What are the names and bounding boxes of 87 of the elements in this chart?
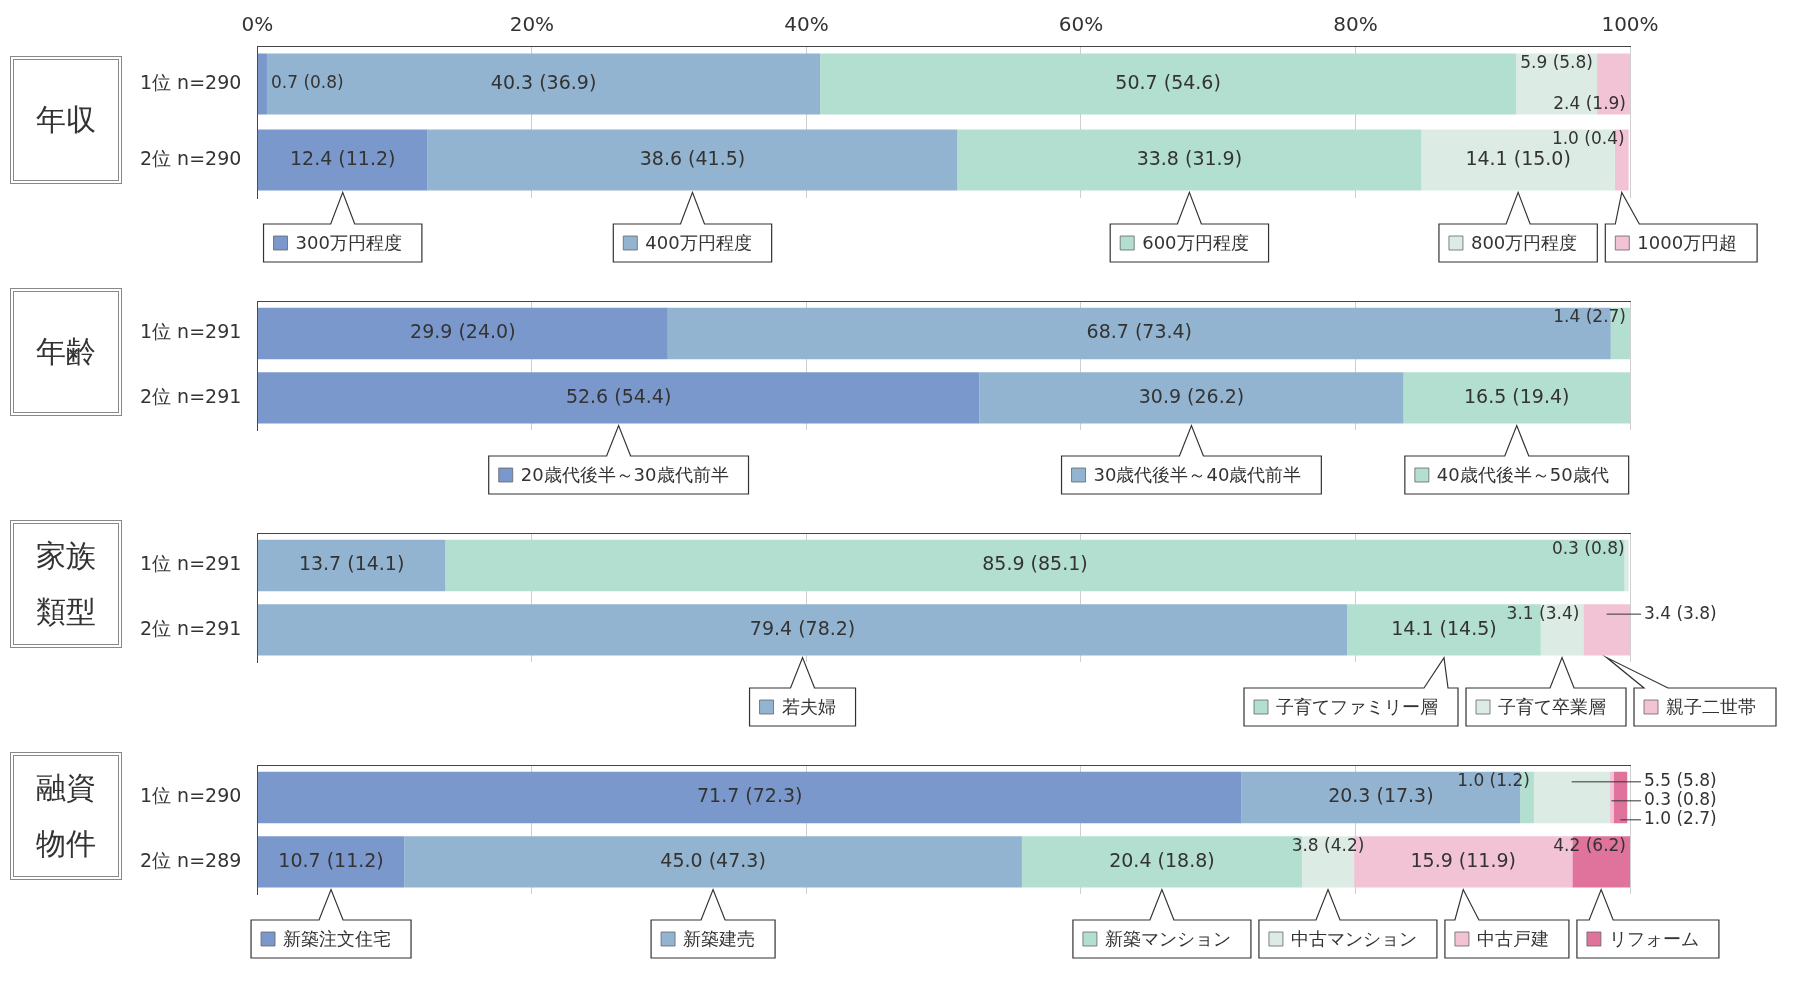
y-tick-label: 2位 n=291 xyxy=(140,616,242,639)
legend-label: 親子二世帯 xyxy=(1666,695,1756,717)
y-tick-label: 2位 n=290 xyxy=(140,146,242,169)
data-label: 14.1 (15.0) xyxy=(1465,146,1571,169)
data-label: 1.0 (0.4) xyxy=(1551,128,1625,149)
data-label: 29.9 (24.0) xyxy=(410,320,516,343)
data-label: 3.8 (4.2) xyxy=(1291,834,1365,855)
legend-label: 子育てファミリー層 xyxy=(1276,695,1438,717)
data-label: 16.5 (19.4) xyxy=(1464,384,1570,407)
data-label: 0.7 (0.8) xyxy=(270,72,344,93)
legend-label: 新築マンション xyxy=(1104,927,1231,949)
legend-label: 20歳代後半～30歳代前半 xyxy=(520,463,729,485)
bar xyxy=(820,53,1517,115)
bar xyxy=(257,307,668,360)
text: 年齢 xyxy=(10,288,122,416)
legend-label: 若夫婦 xyxy=(781,695,836,717)
bar xyxy=(257,539,446,592)
y-tick-label: 2位 n=289 xyxy=(140,848,242,871)
legend-label: 1000万円超 xyxy=(1637,231,1738,253)
x-tick-label: 60% xyxy=(1058,12,1104,37)
text: 融資物件 xyxy=(10,752,122,880)
bar xyxy=(427,129,958,191)
legend-label: 子育て卒業層 xyxy=(1498,695,1606,717)
data-label: 33.8 (31.9) xyxy=(1136,146,1243,169)
data-label: 5.5 (5.8) xyxy=(1644,770,1717,791)
data-label: 3.1 (3.4) xyxy=(1506,602,1580,623)
data-label: 50.7 (54.6) xyxy=(1115,70,1221,93)
bar xyxy=(445,539,1625,592)
data-label: 30.9 (26.2) xyxy=(1138,384,1245,407)
data-label: 20.4 (18.8) xyxy=(1109,848,1215,871)
bar xyxy=(266,53,821,115)
text: 年収 xyxy=(10,56,122,184)
data-label: 15.9 (11.9) xyxy=(1410,848,1516,871)
x-tick-label: 0% xyxy=(241,12,274,37)
legend-label: 300万円程度 xyxy=(295,231,402,253)
legend-label: リフォーム xyxy=(1608,927,1699,949)
data-label: 79.4 (78.2) xyxy=(749,616,856,639)
data-label: 52.6 (54.4) xyxy=(565,384,672,407)
legend-label: 新築注文住宅 xyxy=(283,927,392,949)
data-label: 38.6 (41.5) xyxy=(639,146,746,169)
data-label: 1.4 (2.7) xyxy=(1553,306,1627,327)
legend-label: 中古マンション xyxy=(1290,927,1417,949)
bar xyxy=(1624,539,1629,592)
x-tick-label: 20% xyxy=(509,12,555,37)
text: 家族類型 xyxy=(10,520,122,648)
data-label: 3.4 (3.8) xyxy=(1644,602,1717,623)
data-label: 10.7 (11.2) xyxy=(278,848,384,871)
y-tick-label: 1位 n=291 xyxy=(140,320,242,343)
data-label: 1.0 (1.2) xyxy=(1457,770,1530,791)
y-tick-label: 1位 n=290 xyxy=(140,70,242,93)
bar xyxy=(257,604,1348,656)
data-label: 0.3 (0.8) xyxy=(1644,789,1717,810)
data-label: 20.3 (17.3) xyxy=(1328,784,1434,807)
data-label: 5.9 (5.8) xyxy=(1520,52,1593,73)
legend-label: 中古戸建 xyxy=(1476,927,1549,949)
data-label: 40.3 (36.9) xyxy=(490,70,597,93)
bar xyxy=(257,372,980,424)
bar xyxy=(257,53,267,115)
x-tick-label: 40% xyxy=(784,12,829,37)
legend-label: 新築建売 xyxy=(683,927,756,949)
legend-label: 600万円程度 xyxy=(1142,231,1249,253)
data-label: 1.0 (2.7) xyxy=(1644,808,1717,829)
data-label: 14.1 (14.5) xyxy=(1391,616,1497,639)
data-label: 85.9 (85.1) xyxy=(982,552,1088,575)
y-tick-label: 2位 n=291 xyxy=(140,384,242,407)
legend-label: 30歳代後半～40歳代前半 xyxy=(1093,463,1302,485)
data-label: 13.7 (14.1) xyxy=(298,552,405,575)
y-tick-label: 1位 n=290 xyxy=(140,784,242,807)
data-label: 12.4 (11.2) xyxy=(289,146,396,169)
data-label: 4.2 (6.2) xyxy=(1553,834,1627,855)
x-tick-label: 100% xyxy=(1601,12,1659,37)
bar xyxy=(1533,771,1610,824)
x-tick-label: 80% xyxy=(1333,12,1378,37)
bar xyxy=(257,771,1242,824)
legend-label: 400万円程度 xyxy=(645,231,752,253)
bar xyxy=(1583,604,1630,656)
bar xyxy=(957,129,1422,191)
data-label: 2.4 (1.9) xyxy=(1553,92,1627,113)
data-label: 45.0 (47.3) xyxy=(660,848,766,871)
bar xyxy=(404,836,1022,888)
data-label: 0.3 (0.8) xyxy=(1551,538,1625,559)
data-label: 71.7 (72.3) xyxy=(696,784,803,807)
legend-label: 800万円程度 xyxy=(1470,231,1578,253)
bar xyxy=(1609,771,1614,824)
y-tick-label: 1位 n=291 xyxy=(140,552,242,575)
data-label: 68.7 (73.4) xyxy=(1086,320,1193,343)
legend-label: 40歳代後半～50歳代 xyxy=(1436,463,1609,485)
